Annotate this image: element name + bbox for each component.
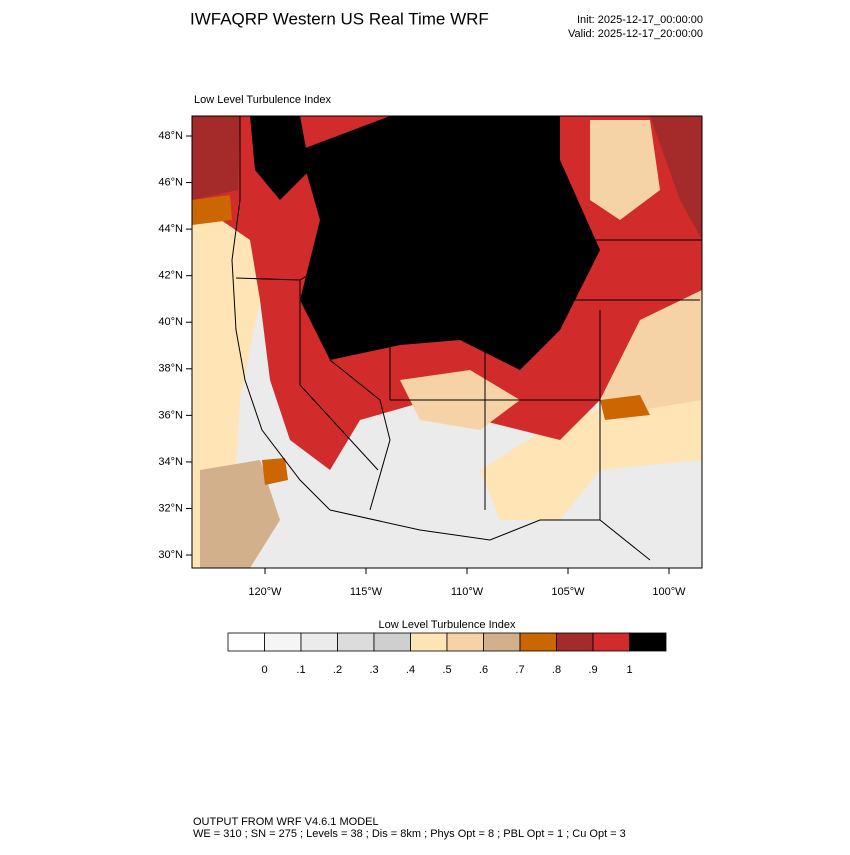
lat-tick-label: 32°N: [158, 502, 183, 514]
colorbar-label: .4: [406, 664, 415, 676]
colorbar-box: [446, 632, 484, 652]
map-subtitle: Low Level Turbulence Index: [194, 94, 331, 106]
colorbar-box: [373, 632, 411, 652]
boundary-line: [231, 116, 331, 511]
colorbar-box: [337, 632, 375, 652]
colorbar-box: [227, 632, 265, 652]
field-region: [650, 116, 702, 240]
colorbar-title: Low Level Turbulence Index: [379, 619, 516, 631]
field-region: [262, 458, 288, 485]
init-time: Init: 2025-12-17_00:00:00: [577, 14, 703, 26]
field-region: [600, 395, 650, 420]
boundary-line: [329, 509, 651, 561]
colorbar-box: [519, 632, 557, 652]
lat-tick-label: 46°N: [158, 176, 183, 188]
lat-tick-label: 36°N: [158, 409, 183, 421]
boundary-line: [235, 257, 391, 281]
field-region: [200, 460, 280, 568]
boundary-line: [299, 280, 379, 471]
colorbar-label: .7: [515, 664, 524, 676]
lat-tick-label: 42°N: [158, 270, 183, 282]
colorbar-label: 0: [261, 664, 267, 676]
colorbar-label: .3: [369, 664, 378, 676]
lon-tick-label: 100°W: [652, 586, 686, 598]
colorbar-box: [300, 632, 338, 652]
field-region: [590, 120, 660, 220]
lat-tick-label: 38°N: [158, 363, 183, 375]
lat-tick-label: 30°N: [158, 549, 183, 561]
field-region: [192, 116, 240, 200]
lat-tick-label: 48°N: [158, 130, 183, 142]
colorbar-label: .2: [333, 664, 342, 676]
map-frame: [191, 115, 703, 569]
field-region: [250, 116, 310, 200]
lat-tick-label: 44°N: [158, 223, 183, 235]
colorbar-label: 1: [626, 664, 632, 676]
colorbar-box: [592, 632, 630, 652]
field-region: [300, 116, 600, 370]
colorbar-box: [483, 632, 521, 652]
colorbar-box: [629, 632, 667, 652]
colorbar-box: [264, 632, 302, 652]
footer-line: WE = 310 ; SN = 275 ; Levels = 38 ; Dis …: [193, 828, 626, 840]
valid-time: Valid: 2025-12-17_20:00:00: [568, 28, 703, 40]
colorbar-label: .1: [296, 664, 305, 676]
lon-tick-label: 120°W: [248, 586, 282, 598]
colorbar-label: .5: [442, 664, 451, 676]
lat-tick-label: 34°N: [158, 456, 183, 468]
colorbar-label: .9: [588, 664, 597, 676]
title: IWFAQRP Western US Real Time WRF: [190, 9, 489, 28]
lon-tick-label: 110°W: [451, 586, 484, 598]
colorbar-label: .8: [552, 664, 561, 676]
lon-tick-label: 105°W: [551, 586, 585, 598]
boundary-line: [329, 359, 391, 511]
colorbar-box: [410, 632, 448, 652]
lat-tick-label: 40°N: [158, 316, 183, 328]
colorbar-label: .6: [479, 664, 488, 676]
colorbar-box: [556, 632, 594, 652]
footer-line: OUTPUT FROM WRF V4.6.1 MODEL: [193, 816, 379, 828]
field-region: [192, 195, 232, 225]
lon-tick-label: 115°W: [350, 586, 383, 598]
map-field: [192, 116, 702, 568]
